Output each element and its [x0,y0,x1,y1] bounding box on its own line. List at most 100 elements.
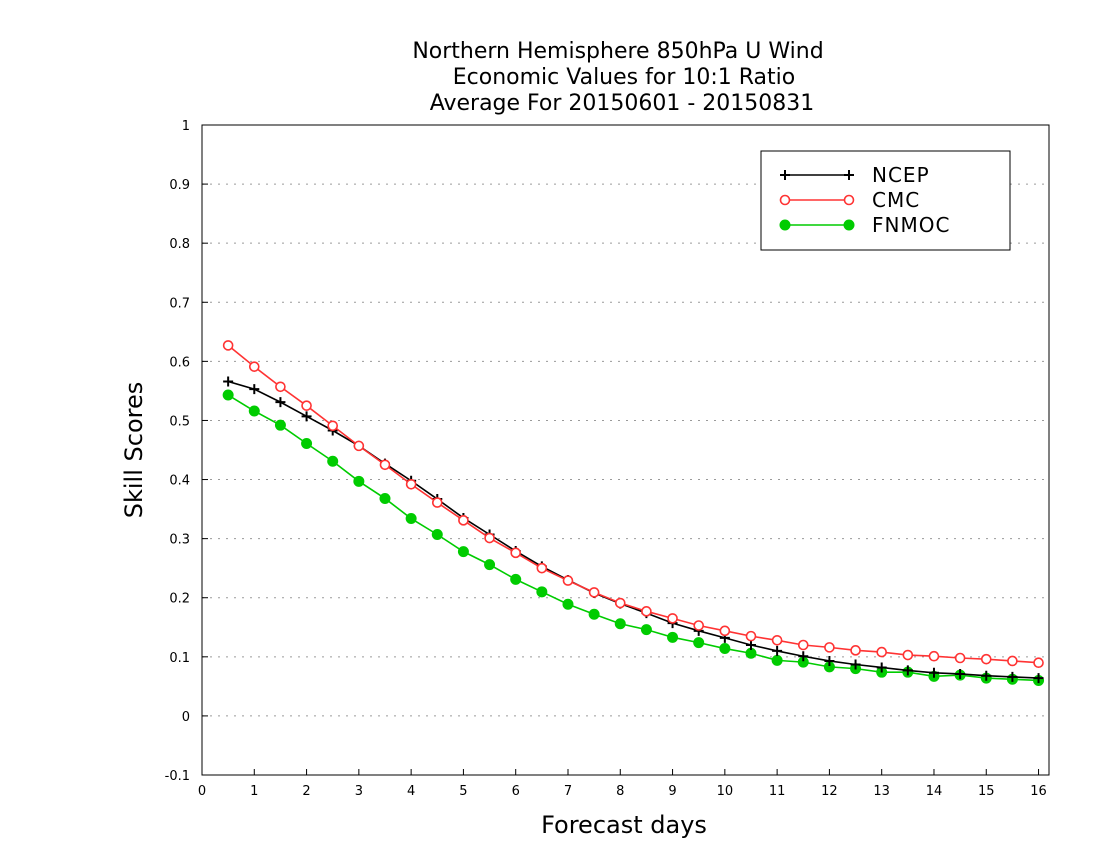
data-point [772,645,783,656]
legend-item-ncep: NCEP [780,163,930,187]
series-cmc [222,340,1044,669]
data-point [301,400,312,411]
data-point [844,170,854,180]
data-point [275,397,286,408]
y-tick-label: 0.4 [169,474,190,489]
data-point [779,194,791,206]
data-point [274,419,286,431]
data-point [780,170,790,180]
x-tick-label: 10 [717,784,734,799]
data-point [222,389,234,401]
y-tick-label: 0.8 [169,237,190,252]
y-tick-label: 0 [182,710,190,725]
data-point [327,455,339,467]
y-tick-label: 1 [182,119,190,134]
data-point [779,219,791,231]
data-point [902,665,913,676]
x-tick-label: 4 [407,784,415,799]
data-point [745,640,756,650]
data-point [484,559,496,571]
data-point [457,546,469,558]
data-point [980,653,992,665]
data-point [902,649,914,661]
data-point [1007,671,1018,682]
data-point [928,667,939,678]
data-point [843,219,855,231]
data-point [745,630,757,642]
data-point [431,529,443,540]
y-axis-label: Skill Scores [120,382,148,519]
x-tick-label: 5 [459,784,467,799]
data-point [928,650,940,662]
data-point [379,459,391,471]
y-tick-label: 0.6 [169,355,190,370]
data-point [876,646,887,658]
data-point [249,384,260,395]
data-point [536,562,548,574]
data-point [405,478,417,490]
chart-title-line-1: Northern Hemisphere 850hPa U Wind [412,39,823,64]
data-point [562,598,574,610]
x-axis-label: Forecast days [541,811,707,839]
axis-ticks: 0 1 2 3 4 5 6 7 8 9 10 11 12 13 14 15 16-0.100.10.20.30.… [165,119,1047,799]
x-tick-label: 9 [668,784,676,799]
y-tick-label: -0.1 [165,769,190,784]
data-point [954,652,966,664]
data-point [824,642,835,653]
x-tick-label: 12 [821,784,838,799]
legend-label: CMC [872,188,920,212]
x-tick-label: 0 [198,784,206,799]
x-tick-label: 7 [564,784,572,799]
series-line [227,344,1039,664]
y-tick-label: 0.9 [169,178,190,193]
data-point [955,668,966,679]
data-point [719,643,731,655]
plot-frame [201,124,1050,776]
x-tick-label: 2 [302,784,310,799]
legend-item-fnmoc: FNMOC [779,213,950,237]
data-point [327,420,339,432]
y-tick-label: 0.3 [169,533,190,548]
data-point [275,381,286,393]
legend-label: NCEP [872,163,930,187]
data-point [379,492,391,504]
data-point [850,659,861,670]
x-tick-label: 1 [250,784,258,799]
data-point [693,620,704,631]
data-point [667,613,678,624]
data-point [353,440,365,452]
chart-title-line-3: Average For 20150601 - 20150831 [430,91,815,116]
data-point [719,625,731,637]
x-tick-label: 3 [355,784,363,799]
x-tick-label: 6 [512,784,520,799]
data-point [431,497,443,508]
data-point [510,573,522,585]
data-point [405,513,417,525]
legend-label: FNMOC [872,213,950,237]
data-point [771,634,783,646]
x-tick-label: 16 [1030,784,1047,799]
data-point [1033,657,1044,669]
y-tick-label: 0.5 [169,414,190,429]
data-point [1007,655,1018,667]
data-point [614,597,626,609]
data-point [640,624,652,636]
data-point [693,637,705,649]
data-point [588,608,600,620]
data-point [667,631,679,643]
data-point [850,645,861,656]
data-point [981,670,992,681]
series-fnmoc [222,389,1045,686]
data-point [798,651,809,662]
data-point [536,586,548,598]
data-point [510,547,522,559]
chart-title-line-2: Economic Values for 10:1 Ratio [453,65,795,90]
data-point [641,606,652,617]
x-tick-label: 13 [873,784,890,799]
y-tick-label: 0.2 [169,592,190,607]
data-point [614,618,626,630]
series-line [227,380,1039,679]
data-point [223,376,234,387]
x-tick-label: 8 [616,784,624,799]
